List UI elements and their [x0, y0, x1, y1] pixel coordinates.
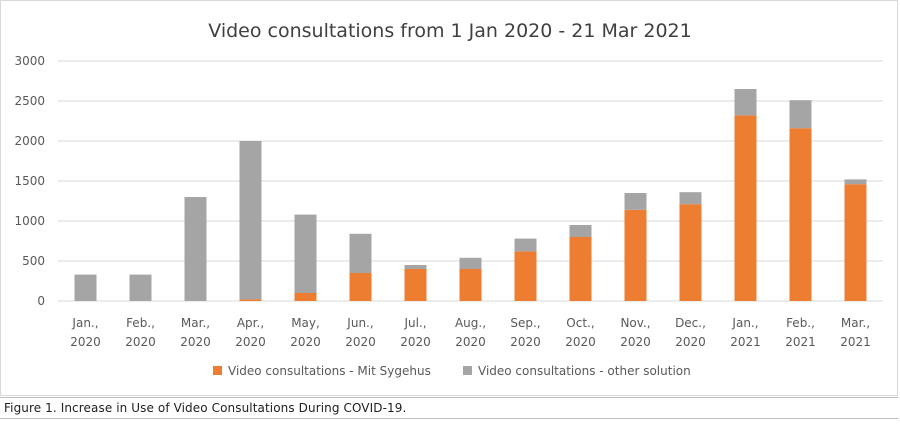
y-tick-label: 2000 — [14, 134, 45, 148]
bar-mit-sygehus — [459, 269, 482, 301]
bars — [74, 89, 867, 302]
chart-title: Video consultations from 1 Jan 2020 - 21… — [208, 20, 692, 42]
bar-other-solution — [459, 257, 482, 269]
bar-mit-sygehus — [569, 237, 592, 301]
bar-other-solution — [404, 265, 427, 269]
y-tick-label: 1500 — [14, 174, 45, 188]
chart-svg: Video consultations from 1 Jan 2020 - 21… — [14, 20, 883, 378]
x-tick-label: Jun., 2020 — [345, 316, 376, 349]
legend: Video consultations - Mit Sygehus Video … — [213, 364, 691, 378]
x-tick-label: Mar., 2020 — [180, 316, 211, 349]
bar-other-solution — [294, 214, 317, 293]
x-tick-label: Oct., 2020 — [565, 316, 596, 349]
y-tick-label: 500 — [22, 254, 45, 268]
bar-other-solution — [184, 197, 207, 301]
legend-swatch-mit-sygehus — [213, 366, 222, 375]
bar-other-solution — [734, 89, 757, 116]
bar-mit-sygehus — [404, 269, 427, 301]
x-tick-label: Apr., 2020 — [235, 316, 266, 349]
x-tick-label: Nov., 2020 — [620, 316, 651, 349]
caption-rule-bottom — [0, 418, 898, 419]
chart-frame: Video consultations from 1 Jan 2020 - 21… — [0, 0, 898, 396]
bar-mit-sygehus — [734, 115, 757, 302]
bar-mit-sygehus — [844, 184, 867, 301]
y-axis-tick-labels: 0 500 1000 1500 2000 2500 3000 — [14, 54, 45, 308]
y-tick-label: 2500 — [14, 94, 45, 108]
bar-mit-sygehus — [679, 204, 702, 301]
legend-swatch-other-solution — [463, 366, 472, 375]
x-tick-label: Jan., 2020 — [70, 316, 101, 349]
bar-mit-sygehus — [789, 128, 812, 301]
y-tick-label: 0 — [37, 294, 45, 308]
bar-other-solution — [129, 274, 152, 301]
x-tick-label: Jan., 2021 — [730, 316, 761, 349]
bar-other-solution — [624, 193, 647, 210]
bar-mit-sygehus — [349, 273, 372, 301]
bar-mit-sygehus — [239, 299, 262, 301]
bar-other-solution — [789, 100, 812, 129]
y-tick-label: 3000 — [14, 54, 45, 68]
x-tick-label: Mar., 2021 — [840, 316, 871, 349]
x-tick-label: Aug., 2020 — [455, 316, 486, 349]
bar-mit-sygehus — [514, 251, 537, 301]
bar-mit-sygehus — [624, 209, 647, 301]
x-tick-label: May, 2020 — [290, 316, 321, 349]
x-tick-label: Sep., 2020 — [510, 316, 541, 349]
legend-label-mit-sygehus: Video consultations - Mit Sygehus — [228, 364, 431, 378]
x-tick-label: Feb., 2021 — [785, 316, 816, 349]
figure-caption: Figure 1. Increase in Use of Video Consu… — [4, 401, 407, 415]
bar-other-solution — [239, 141, 262, 300]
legend-label-other-solution: Video consultations - other solution — [478, 364, 691, 378]
x-tick-label: Feb., 2020 — [125, 316, 156, 349]
bar-other-solution — [569, 225, 592, 237]
x-tick-label: Dec., 2020 — [675, 316, 706, 349]
bar-other-solution — [844, 179, 867, 185]
x-tick-label: Jul., 2020 — [400, 316, 431, 349]
caption-rule-top — [0, 397, 898, 398]
bar-other-solution — [349, 233, 372, 273]
bar-other-solution — [74, 274, 97, 301]
bar-mit-sygehus — [294, 293, 317, 301]
bar-other-solution — [679, 192, 702, 205]
y-tick-label: 1000 — [14, 214, 45, 228]
x-axis-tick-labels: Jan., 2020 Feb., 2020 Mar., 2020 Apr., 2020 May,… — [70, 316, 871, 349]
bar-other-solution — [514, 238, 537, 252]
